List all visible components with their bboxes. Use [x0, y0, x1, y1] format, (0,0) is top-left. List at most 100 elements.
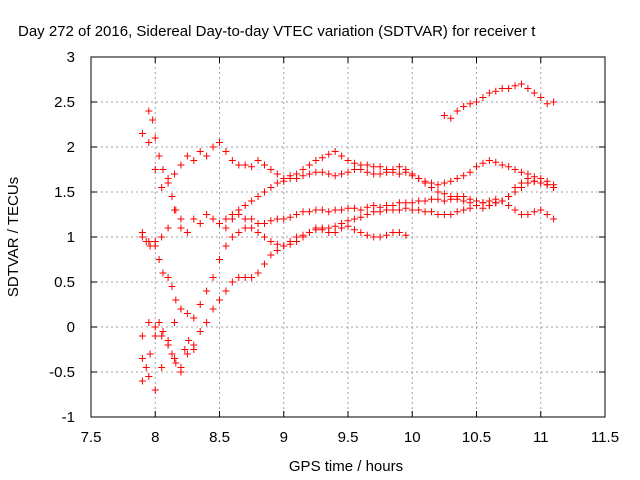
- y-tick-label: 2: [67, 139, 75, 156]
- data-point: [138, 355, 146, 362]
- data-point: [395, 170, 403, 178]
- data-point: [293, 175, 301, 182]
- data-point: [235, 229, 243, 236]
- data-point: [318, 224, 326, 232]
- data-point: [185, 337, 193, 344]
- data-point: [159, 166, 167, 173]
- data-point: [203, 152, 211, 160]
- data-point: [280, 177, 288, 185]
- data-point: [466, 168, 474, 176]
- data-point: [370, 208, 378, 216]
- data-point: [267, 217, 275, 225]
- data-point: [209, 305, 217, 313]
- data-point: [415, 175, 423, 182]
- data-point: [537, 179, 545, 187]
- data-point: [530, 208, 538, 216]
- data-point: [171, 170, 179, 178]
- data-point: [511, 82, 519, 90]
- data-point: [505, 85, 513, 92]
- data-point: [196, 148, 204, 155]
- data-point: [145, 373, 153, 380]
- series-satellite-i: [145, 107, 185, 223]
- data-point: [325, 170, 333, 178]
- data-point: [492, 87, 500, 95]
- x-tick-label: 11: [533, 429, 549, 446]
- data-point: [357, 229, 365, 236]
- grid: [91, 57, 605, 417]
- data-point: [350, 159, 358, 167]
- data-point: [248, 197, 256, 205]
- data-point: [389, 229, 397, 236]
- data-point: [312, 226, 320, 234]
- data-point: [177, 224, 185, 232]
- data-point: [318, 206, 326, 214]
- data-point: [260, 220, 268, 227]
- y-tick-label: 1.5: [54, 184, 75, 201]
- data-point: [402, 166, 410, 173]
- data-point: [305, 170, 313, 178]
- data-point: [511, 188, 519, 196]
- data-point: [517, 184, 525, 191]
- data-point: [248, 215, 256, 223]
- data-point: [344, 217, 352, 225]
- data-point: [254, 229, 262, 236]
- data-point: [151, 238, 159, 245]
- data-point: [383, 206, 391, 214]
- data-point: [209, 274, 217, 281]
- data-point: [485, 157, 493, 164]
- y-tick-label: 0: [67, 319, 75, 336]
- data-point: [318, 168, 326, 176]
- data-point: [172, 296, 180, 304]
- data-point: [331, 206, 339, 214]
- data-point: [363, 161, 371, 169]
- data-point: [241, 215, 249, 223]
- data-point: [453, 175, 461, 182]
- data-point: [216, 220, 223, 227]
- data-point: [331, 148, 339, 155]
- data-point: [293, 211, 301, 218]
- data-point: [408, 199, 416, 207]
- y-tick-label: -1: [62, 409, 75, 426]
- data-point: [492, 199, 500, 207]
- y-tick-labels: -1 -0.5 0 0.5 1 1.5 2 2.5 3: [49, 49, 75, 426]
- data-point: [155, 152, 163, 160]
- data-point: [331, 222, 339, 230]
- x-tick-label: 8.5: [209, 429, 230, 446]
- data-point: [241, 161, 249, 169]
- data-point: [505, 163, 513, 171]
- data-point: [196, 328, 204, 335]
- data-point: [267, 166, 275, 173]
- data-point: [492, 158, 500, 166]
- data-point: [151, 386, 159, 394]
- data-point: [222, 287, 230, 295]
- data-point: [370, 163, 378, 171]
- data-point: [460, 197, 468, 205]
- data-point: [138, 233, 146, 241]
- data-point: [273, 215, 281, 223]
- data-point: [299, 166, 307, 173]
- data-point: [350, 215, 358, 223]
- data-point: [159, 269, 167, 277]
- data-point: [183, 310, 191, 317]
- data-point: [254, 269, 262, 277]
- data-point: [183, 229, 191, 236]
- data-point: [550, 184, 558, 191]
- x-tick-labels: 7.5 8 8.5 9 9.5 10 10.5 11 11.5: [81, 429, 619, 446]
- data-point: [395, 229, 403, 236]
- data-point: [228, 233, 236, 241]
- data-point: [402, 204, 410, 212]
- data-point: [357, 206, 365, 214]
- data-point: [473, 163, 480, 171]
- data-point: [344, 204, 352, 212]
- data-point: [151, 166, 159, 173]
- data-point: [293, 233, 301, 241]
- data-point: [524, 85, 532, 92]
- data-point: [473, 98, 480, 106]
- data-point: [383, 231, 391, 239]
- data-point: [363, 211, 371, 218]
- data-point: [408, 170, 416, 178]
- data-point: [440, 197, 448, 205]
- data-point: [146, 242, 154, 250]
